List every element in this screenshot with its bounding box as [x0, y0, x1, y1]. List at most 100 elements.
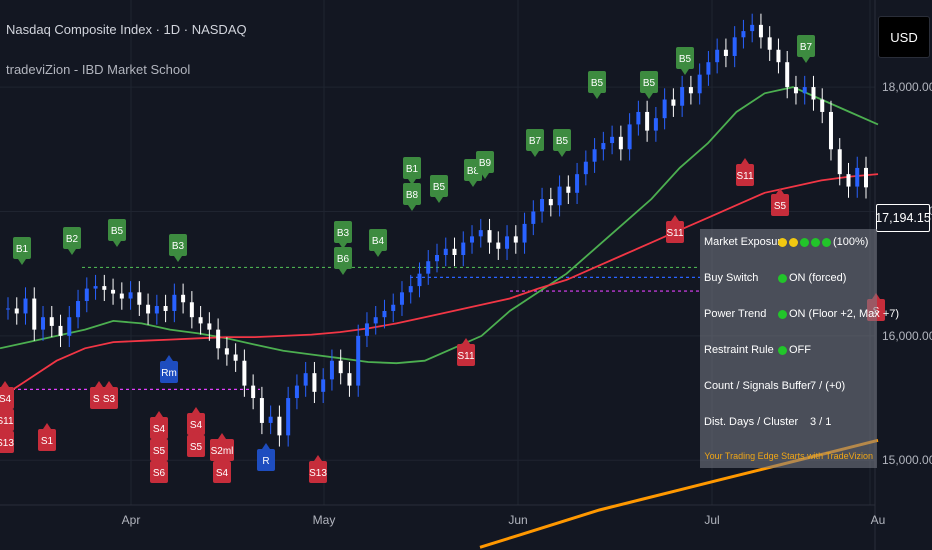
signal-pointer: [741, 158, 749, 164]
status-dot-icon: [778, 309, 787, 319]
candle-body: [776, 49, 781, 63]
signal-sell: S3: [100, 381, 118, 409]
signal-pointer: [1, 381, 9, 387]
signal-box: [13, 237, 31, 259]
candle-body: [522, 223, 527, 243]
signal-box: [257, 449, 275, 471]
status-dot-icon: [800, 237, 809, 247]
signal-box: [100, 387, 118, 409]
signal-box: [150, 439, 168, 461]
signal-box: [797, 35, 815, 57]
candle-body: [216, 329, 221, 349]
signal-label: S1: [41, 436, 54, 447]
signal-pointer: [593, 93, 601, 99]
candle-body: [793, 87, 798, 94]
signal-box: [210, 439, 234, 461]
y-tick-label: 18,000.00: [882, 80, 932, 95]
candle-body: [111, 289, 116, 294]
candle-body: [513, 236, 518, 243]
panel-row-value: (100%): [778, 236, 868, 248]
ma-line-1: [0, 173, 879, 399]
signal-pointer: [481, 173, 489, 179]
candle-body: [154, 306, 159, 314]
signal-label: S4: [0, 394, 12, 405]
candle-body: [750, 24, 755, 32]
candle-body: [294, 385, 299, 399]
candle-body: [662, 99, 667, 119]
signal-pointer: [531, 151, 539, 157]
candle-body: [119, 293, 124, 299]
signal-pointer: [671, 215, 679, 221]
panel-row-label: Dist. Days / Cluster: [704, 416, 799, 428]
signal-label: S5: [774, 201, 787, 212]
status-dot-icon: [789, 237, 798, 247]
candle-body: [93, 286, 98, 289]
indicator-name[interactable]: tradeviZion - IBD Market School: [6, 62, 191, 77]
candle-body: [373, 317, 378, 324]
signal-label: S3: [103, 394, 116, 405]
signal-label: B5: [679, 54, 692, 65]
signal-pointer: [339, 269, 347, 275]
candle-body: [548, 199, 553, 206]
candle-body: [312, 373, 317, 392]
x-tick-label: Jul: [704, 513, 720, 527]
signal-label: S2ml: [211, 446, 234, 457]
signal-pointer: [262, 443, 270, 449]
candle-body: [540, 199, 545, 212]
signal-pointer: [408, 179, 416, 185]
candle-body: [645, 111, 650, 131]
signal-sell: S4: [0, 381, 14, 409]
signal-sell: S11: [666, 215, 684, 243]
candle-body: [32, 298, 37, 330]
candle-body: [723, 49, 728, 56]
candle-body: [224, 348, 229, 355]
signal-pointer: [1, 425, 9, 431]
signal-pointer: [155, 411, 163, 417]
candle-body: [566, 186, 571, 193]
candle-body: [706, 62, 711, 75]
panel-row-text: (100%): [833, 236, 869, 248]
signal-box: [63, 227, 81, 249]
panel-row: Power Trend ON (Floor +2, Max +7): [700, 301, 899, 328]
x-tick-label: Jun: [508, 513, 528, 527]
status-dot-icon: [778, 273, 787, 283]
candle-body: [347, 373, 352, 386]
panel-row-text: OFF: [789, 344, 811, 356]
signal-pointer: [314, 455, 322, 461]
signal-label: Rm: [161, 368, 177, 379]
signal-label: S5: [190, 442, 203, 453]
candle-body: [828, 111, 833, 150]
candle-body: [163, 306, 168, 311]
candle-body: [758, 24, 763, 38]
candle-body: [636, 111, 641, 125]
signal-sell: S13: [309, 455, 327, 483]
candle-body: [251, 385, 256, 399]
signal-pointer: [155, 455, 163, 461]
signal-box: [334, 247, 352, 269]
candle-body: [382, 310, 387, 318]
candle-body: [137, 292, 142, 305]
signal-pointer: [462, 338, 470, 344]
candle-body: [198, 317, 203, 324]
signal-sell: S11: [457, 338, 475, 366]
signal-pointer: [18, 259, 26, 265]
signal-sell: S5: [150, 433, 168, 461]
signal-sell: S11: [0, 403, 14, 431]
panel-row-label: Restraint Rule: [704, 344, 774, 356]
candle-body: [610, 136, 615, 144]
signal-sell: S6: [150, 455, 168, 483]
panel-row: Count / Signals Buffer 7 / (+0): [700, 373, 877, 400]
signal-pointer: [192, 407, 200, 413]
signal-box: [403, 157, 421, 179]
signal-label: S13: [0, 438, 14, 449]
candle-body: [426, 261, 431, 274]
y-tick-label: 15,000.00: [882, 453, 932, 468]
candle-body: [6, 308, 10, 310]
signal-buy: B5: [553, 129, 571, 157]
signal-pointer: [165, 355, 173, 361]
signal-pointer: [105, 381, 113, 387]
panel-row: Market Exposure (100%): [700, 229, 877, 256]
x-tick-label: Apr: [121, 513, 141, 527]
currency-button[interactable]: USD: [878, 16, 930, 58]
signal-box: [334, 221, 352, 243]
